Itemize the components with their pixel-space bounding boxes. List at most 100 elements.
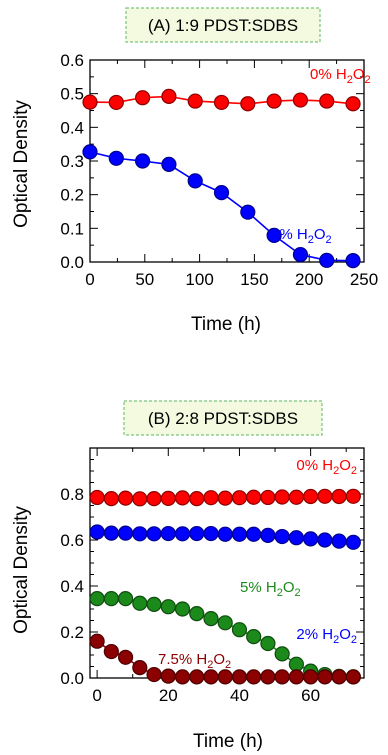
- series-label-b-0: 0% H2O2: [296, 457, 357, 477]
- series-label-subscript: 2: [333, 634, 339, 646]
- data-point-b-0: [132, 491, 148, 507]
- data-point-b-3: [274, 669, 290, 685]
- data-point-b-0: [231, 490, 248, 506]
- data-point-a-0: [82, 94, 98, 110]
- series-label-subscript: 2: [207, 659, 213, 671]
- series-label-text: O: [339, 626, 351, 643]
- data-point-a-0: [135, 90, 151, 106]
- data-point-a-1: [319, 252, 335, 268]
- data-point-a-1: [108, 150, 124, 166]
- data-point-b-0: [246, 489, 262, 505]
- panel-b: (B) 2:8 PDST:SDBS 0 20 40 60 0.0 0.2 0.4 0.6 0.8…: [11, 400, 365, 752]
- panel-a: (A) 1:9 PDST:SDBS 0 50 100 150 200 2500.00.10…: [11, 7, 378, 335]
- data-point-b-0: [317, 488, 333, 504]
- data-point-b-1: [246, 526, 262, 542]
- data-point-b-2: [174, 601, 191, 617]
- data-point-b-3: [231, 669, 248, 685]
- y-tick-label-a: 0.3: [60, 152, 84, 171]
- data-point-b-0: [174, 490, 191, 506]
- data-point-b-1: [317, 532, 333, 548]
- series-label-text: O: [314, 226, 326, 243]
- data-point-b-1: [331, 533, 347, 549]
- series-label-text: O: [283, 579, 295, 596]
- data-point-b-1: [103, 525, 119, 541]
- data-point-a-1: [292, 246, 309, 263]
- data-point-b-3: [288, 669, 304, 685]
- data-point-b-1: [217, 526, 233, 542]
- data-point-b-1: [160, 525, 176, 542]
- data-point-b-1: [260, 527, 276, 544]
- series-label-subscript: 2: [333, 465, 339, 477]
- data-point-b-0: [345, 488, 361, 504]
- data-point-b-2: [246, 628, 262, 645]
- data-point-b-3: [331, 669, 347, 685]
- data-point-b-2: [132, 595, 148, 611]
- data-point-b-2: [288, 656, 304, 672]
- series-label-subscript: 2: [364, 74, 370, 86]
- data-point-b-2: [117, 591, 134, 607]
- data-point-b-0: [89, 489, 105, 506]
- title-box-a: [125, 7, 321, 43]
- x-tick-label-a: 250: [350, 270, 378, 289]
- data-point-b-2: [260, 635, 276, 652]
- series-label-text: 0% H: [310, 66, 347, 83]
- y-tick-label-b: 0.0: [60, 669, 84, 688]
- data-point-b-3: [89, 633, 105, 649]
- y-tick-label-a: 0.0: [60, 253, 84, 272]
- data-point-b-2: [217, 615, 233, 631]
- x-tick-label-b: 20: [159, 686, 178, 705]
- data-point-a-0: [292, 92, 309, 108]
- data-point-b-3: [174, 669, 191, 685]
- series-label-b-2: 5% H2O2: [240, 579, 301, 599]
- data-point-a-0: [161, 88, 177, 104]
- data-point-b-0: [146, 491, 162, 507]
- data-point-a-1: [240, 204, 256, 220]
- data-point-b-2: [146, 596, 162, 613]
- data-point-b-2: [203, 611, 219, 627]
- data-point-b-2: [160, 599, 176, 615]
- series-label-text: 2% H: [296, 626, 333, 643]
- data-point-a-1: [161, 156, 177, 172]
- data-point-b-1: [231, 526, 248, 542]
- data-point-b-3: [146, 666, 162, 683]
- series-label-subscript: 2: [351, 465, 357, 477]
- x-axis-title-b: Time (h): [193, 731, 263, 752]
- data-point-b-3: [246, 669, 262, 685]
- y-tick-label-a: 0.6: [60, 51, 84, 70]
- data-point-b-0: [303, 488, 319, 505]
- series-label-subscript: 2: [308, 234, 314, 246]
- series-label-text: 7.5% H: [158, 651, 207, 668]
- data-point-b-2: [103, 591, 119, 607]
- series-label-subscript: 2: [325, 234, 331, 246]
- data-point-b-0: [217, 490, 233, 506]
- y-tick-label-a: 0.4: [60, 118, 84, 137]
- y-tick-label-b: 0.2: [60, 623, 84, 642]
- data-point-b-1: [174, 526, 191, 542]
- data-point-b-2: [189, 605, 205, 622]
- data-point-b-1: [189, 525, 205, 542]
- plot-frame-b: [89, 447, 365, 679]
- data-point-a-0: [187, 93, 203, 109]
- data-point-b-1: [117, 525, 134, 541]
- y-tick-label-b: 0.4: [60, 577, 84, 596]
- chart-title-b: (B) 2:8 PDST:SDBS: [148, 409, 298, 428]
- series-label-text: O: [339, 457, 351, 474]
- plot-area-a: 0 50 100 150 200 250 0.0 0.1 0.2 0.3 0.4 0.5 0.6 0% H…: [60, 51, 378, 289]
- data-point-a-0: [266, 93, 282, 109]
- data-point-a-1: [187, 173, 203, 189]
- chart-title-a: (A) 1:9 PDST:SDBS: [148, 16, 298, 35]
- data-point-a-1: [345, 253, 361, 269]
- series-label-text: 5% H: [240, 579, 277, 596]
- data-point-a-1: [213, 185, 230, 201]
- data-point-a-0: [345, 96, 361, 112]
- data-point-b-3: [217, 669, 233, 685]
- data-point-b-1: [146, 526, 162, 542]
- data-point-a-0: [319, 93, 335, 109]
- data-point-b-3: [260, 669, 276, 685]
- series-label-text: 2% H: [271, 226, 308, 243]
- data-point-b-0: [189, 491, 205, 507]
- data-point-a-0: [213, 94, 230, 111]
- data-point-a-1: [135, 153, 151, 169]
- x-axis-title-a: Time (h): [191, 314, 261, 335]
